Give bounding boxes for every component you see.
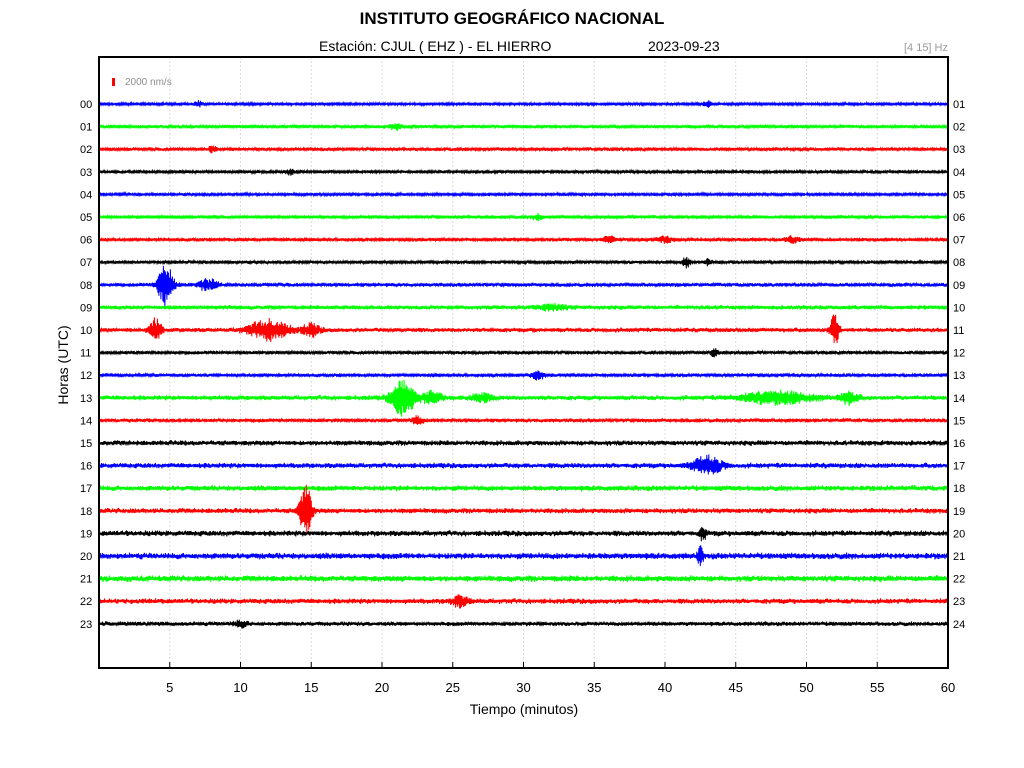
trace-hour-11: [98, 348, 949, 358]
trace-hour-09: [98, 302, 949, 312]
x-tick-label: 30: [516, 680, 530, 695]
hour-label-right: 13: [953, 370, 965, 382]
hour-label-left: 03: [80, 167, 92, 179]
hour-label-left: 01: [80, 122, 92, 134]
hour-label-left: 00: [80, 99, 92, 111]
trace-hour-07: [98, 256, 949, 269]
x-tick-label: 40: [658, 680, 672, 695]
hour-label-left: 18: [80, 506, 92, 518]
hour-label-right: 21: [953, 551, 965, 563]
hour-label-left: 08: [80, 280, 92, 292]
hour-label-left: 13: [80, 393, 92, 405]
x-axis-label: Tiempo (minutos): [470, 701, 578, 717]
x-tick-label: 10: [233, 680, 247, 695]
trace-hour-22: [98, 594, 949, 609]
trace-hour-23: [98, 619, 949, 629]
hour-label-right: 10: [953, 302, 965, 314]
trace-hour-01: [98, 123, 949, 131]
hour-label-left: 17: [80, 483, 92, 495]
trace-hour-04: [98, 190, 949, 198]
trace-hour-18: [98, 484, 949, 535]
station-label: Estación: CJUL ( EHZ ) - EL HIERRO: [319, 38, 552, 54]
trace-hour-16: [98, 454, 949, 475]
hour-label-right: 19: [953, 506, 965, 518]
trace-hour-21: [98, 574, 949, 583]
scale-label: 2000 nm/s: [125, 77, 172, 88]
hour-label-left: 21: [80, 574, 92, 586]
hour-label-right: 16: [953, 438, 965, 450]
hour-label-right: 09: [953, 280, 965, 292]
y-axis-label: Horas (UTC): [55, 325, 71, 404]
x-tick-label: 60: [941, 680, 955, 695]
hour-label-left: 20: [80, 551, 92, 563]
hour-label-right: 18: [953, 483, 965, 495]
hour-label-right: 20: [953, 528, 965, 540]
scale-bar: [112, 78, 115, 86]
hour-label-right: 01: [953, 99, 965, 111]
hour-label-right: 23: [953, 596, 965, 608]
x-tick-label: 55: [870, 680, 884, 695]
trace-hour-05: [98, 212, 949, 221]
hour-label-right: 15: [953, 415, 965, 427]
hour-label-left: 12: [80, 370, 92, 382]
trace-hour-20: [98, 545, 949, 567]
x-tick-label: 5: [166, 680, 173, 695]
hour-label-right: 24: [953, 619, 965, 631]
labels: 5 10 15 20 25 30 35 40 45 50 55 60 00 01 01 02 02 03 03 04 0…: [80, 99, 965, 695]
trace-hour-06: [98, 235, 949, 245]
hour-label-right: 05: [953, 189, 965, 201]
hour-label-left: 22: [80, 596, 92, 608]
x-tick-label: 45: [729, 680, 743, 695]
hour-label-left: 15: [80, 438, 92, 450]
trace-hour-19: [98, 526, 949, 542]
trace-hour-15: [98, 439, 949, 447]
hour-label-left: 02: [80, 144, 92, 156]
hour-label-right: 06: [953, 212, 965, 224]
trace-hour-10: [98, 314, 949, 344]
hour-label-left: 04: [80, 189, 92, 201]
hour-label-left: 23: [80, 619, 92, 631]
hour-label-left: 11: [80, 348, 91, 360]
trace-hour-02: [98, 145, 949, 154]
hour-label-left: 14: [80, 415, 92, 427]
hour-label-right: 07: [953, 235, 965, 247]
hour-label-left: 07: [80, 257, 92, 269]
hour-label-right: 11: [953, 325, 964, 337]
trace-hour-00: [98, 99, 949, 108]
hour-label-left: 10: [80, 325, 92, 337]
date-label: 2023-09-23: [648, 38, 720, 54]
trace-hour-13: [98, 379, 949, 417]
trace-hour-12: [98, 370, 949, 381]
filter-label: [4 15] Hz: [903, 42, 948, 54]
x-tick-label: 15: [304, 680, 318, 695]
hour-label-right: 03: [953, 144, 965, 156]
x-tick-label: 50: [799, 680, 813, 695]
hour-label-right: 17: [953, 461, 965, 473]
chart-title: INSTITUTO GEOGRÁFICO NACIONAL: [359, 9, 665, 28]
hour-label-left: 06: [80, 235, 92, 247]
trace-hour-14: [98, 415, 949, 425]
hour-label-left: 19: [80, 528, 92, 540]
hour-label-left: 16: [80, 461, 92, 473]
x-tick-label: 25: [446, 680, 460, 695]
hour-label-right: 14: [953, 393, 965, 405]
trace-hour-03: [98, 168, 949, 176]
hour-label-right: 08: [953, 257, 965, 269]
grid: [169, 57, 878, 668]
x-tick-label: 35: [587, 680, 601, 695]
hour-label-left: 05: [80, 212, 92, 224]
hour-label-right: 12: [953, 348, 965, 360]
x-tick-label: 20: [375, 680, 389, 695]
hour-label-right: 22: [953, 574, 965, 586]
trace-hour-17: [98, 485, 949, 492]
hour-label-right: 04: [953, 167, 965, 179]
hour-label-left: 09: [80, 302, 92, 314]
traces: [98, 99, 949, 629]
hour-label-right: 02: [953, 122, 965, 134]
trace-hour-08: [98, 265, 949, 310]
